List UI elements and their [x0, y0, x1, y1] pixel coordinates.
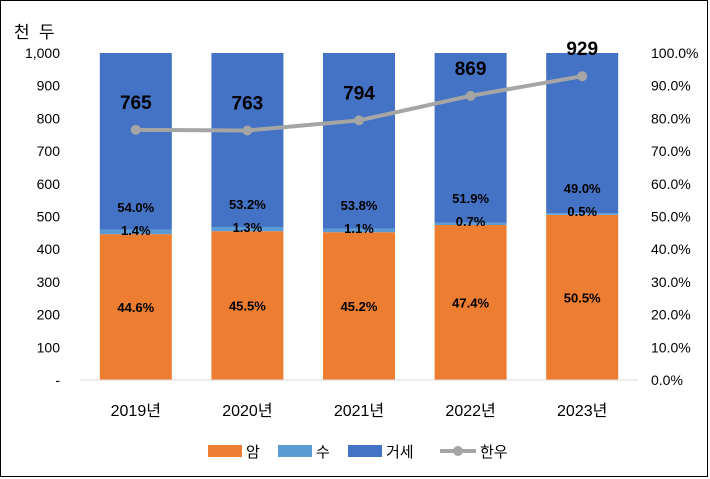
right-tick-label: 70.0% [651, 143, 691, 159]
legend-marker-한우 [453, 446, 463, 456]
bar-segment-암 [211, 231, 284, 380]
legend-swatch-거세 [348, 445, 382, 457]
data-label-수: 0.7% [456, 214, 486, 229]
line-value-label: 869 [455, 59, 487, 80]
left-tick-label: 500 [37, 209, 61, 225]
legend-label: 수 [316, 444, 330, 461]
bar-segment-거세 [211, 53, 284, 227]
data-label-거세: 53.8% [341, 198, 378, 213]
bar-segment-암 [434, 225, 507, 380]
left-tick-label: 1,000 [25, 45, 60, 61]
bar-segment-거세 [434, 53, 507, 223]
line-point-한우 [354, 115, 364, 126]
right-tick-label: 10.0% [651, 339, 691, 355]
left-tick-label: 400 [37, 241, 61, 257]
line-point-한우 [130, 124, 141, 135]
legend-label: 한우 [480, 444, 508, 461]
right-tick-label: 30.0% [651, 274, 691, 290]
right-tick-label: 0.0% [651, 372, 683, 388]
data-label-수: 1.1% [344, 221, 374, 236]
data-label-수: 0.5% [567, 204, 597, 219]
legend-swatch-수 [278, 445, 312, 457]
line-point-한우 [577, 71, 588, 82]
data-label-암: 50.5% [564, 290, 601, 305]
bar-segment-암 [546, 214, 619, 380]
bar-segment-수 [323, 228, 395, 233]
data-label-암: 47.4% [452, 296, 489, 311]
x-tick-label: 2021년 [334, 402, 384, 420]
data-label-수: 1.4% [121, 223, 151, 238]
bar-segment-암 [323, 232, 395, 380]
data-label-거세: 54.0% [117, 200, 154, 215]
data-label-암: 45.2% [341, 299, 378, 314]
left-tick-label: - [55, 372, 60, 388]
x-tick-label: 2022년 [445, 402, 495, 420]
data-label-암: 45.5% [229, 299, 266, 314]
bar-segment-수 [99, 229, 172, 235]
left-tick-label: 900 [37, 78, 61, 94]
line-value-label: 765 [120, 93, 152, 114]
line-value-label: 929 [566, 39, 598, 60]
line-point-한우 [465, 90, 476, 101]
right-tick-label: 80.0% [651, 110, 691, 126]
data-label-거세: 51.9% [452, 191, 489, 206]
right-tick-label: 90.0% [651, 78, 691, 94]
data-label-거세: 49.0% [564, 181, 601, 196]
line-value-label: 763 [232, 93, 264, 114]
x-tick-label: 2020년 [222, 402, 272, 420]
left-tick-label: 200 [37, 307, 61, 323]
bar-segment-수 [434, 222, 507, 226]
line-value-label: 794 [343, 83, 375, 104]
right-tick-label: 60.0% [651, 176, 691, 192]
x-tick-label: 2023년 [557, 402, 607, 420]
left-tick-label: 100 [37, 339, 61, 355]
right-tick-label: 50.0% [651, 209, 691, 225]
legend-swatch-암 [208, 445, 242, 457]
data-label-거세: 53.2% [229, 197, 266, 212]
line-point-한우 [242, 125, 253, 136]
legend-label: 암 [246, 444, 260, 461]
left-tick-label: 300 [37, 274, 61, 290]
data-label-암: 44.6% [117, 300, 154, 315]
bar-segment-수 [211, 226, 284, 232]
right-tick-label: 40.0% [651, 241, 691, 257]
right-tick-label: 20.0% [651, 307, 691, 323]
x-tick-label: 2019년 [111, 402, 161, 420]
bar-segment-수 [546, 213, 619, 215]
left-tick-label: 800 [37, 110, 61, 126]
unit-label: 천 두 [14, 23, 57, 43]
bar-segment-암 [99, 234, 172, 380]
left-tick-label: 700 [37, 143, 61, 159]
bar-segment-거세 [323, 53, 395, 229]
legend-label: 거세 [386, 444, 414, 461]
left-tick-label: 600 [37, 176, 61, 192]
data-label-수: 1.3% [233, 220, 263, 235]
bar-segment-거세 [99, 53, 172, 230]
right-tick-label: 100.0% [651, 45, 698, 61]
